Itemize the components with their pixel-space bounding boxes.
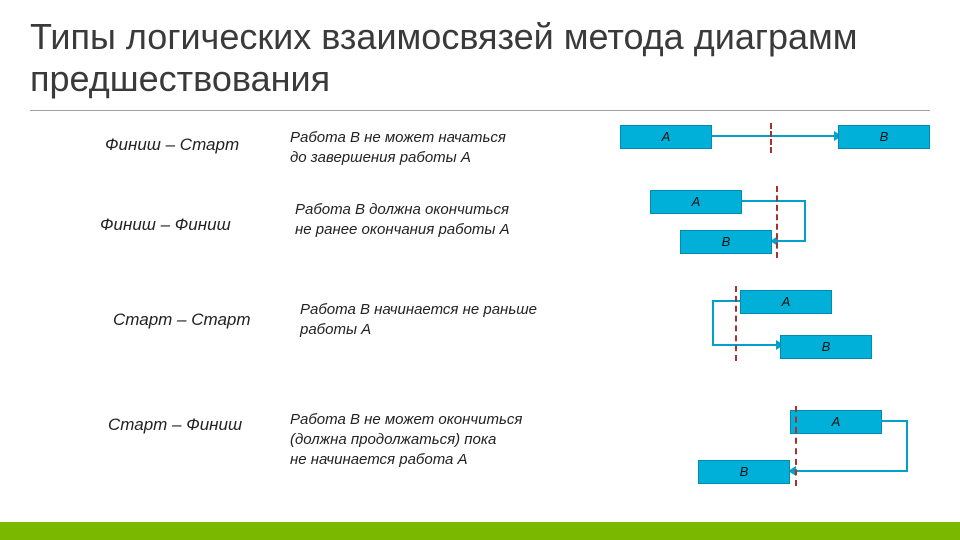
row-desc-3: Работа B не может окончиться (должна про…	[290, 410, 522, 470]
row-label-0: Финиш – Старт	[105, 135, 239, 155]
dash-line-2	[735, 286, 737, 361]
bottom-accent	[0, 522, 960, 540]
block-b-0: B	[838, 125, 930, 149]
dash-line-3	[795, 406, 797, 486]
page-title: Типы логических взаимосвязей метода диаг…	[30, 16, 930, 100]
block-b-2: B	[780, 335, 872, 359]
connector	[880, 420, 908, 422]
connector	[790, 470, 908, 472]
connector	[906, 420, 908, 472]
row-label-3: Старт – Финиш	[108, 415, 242, 435]
block-a-0: A	[620, 125, 712, 149]
row-desc-1: Работа B должна окончиться не ранее окон…	[295, 200, 510, 240]
row-desc-2: Работа B начинается не раньше работы A	[300, 300, 537, 340]
block-b-1: B	[680, 230, 772, 254]
row-label-1: Финиш – Финиш	[100, 215, 231, 235]
block-a-3: A	[790, 410, 882, 434]
row-label-2: Старт – Старт	[113, 310, 251, 330]
row-desc-0: Работа B не может начаться до завершения…	[290, 128, 506, 168]
title-rule	[30, 110, 930, 111]
connector	[740, 200, 806, 202]
block-b-3: B	[698, 460, 790, 484]
connector	[710, 135, 838, 137]
dash-line-1	[776, 186, 778, 258]
block-a-1: A	[650, 190, 742, 214]
connector	[712, 344, 778, 346]
block-a-2: A	[740, 290, 832, 314]
connector	[804, 200, 806, 242]
dash-line-0	[770, 123, 772, 153]
connector	[712, 300, 714, 346]
